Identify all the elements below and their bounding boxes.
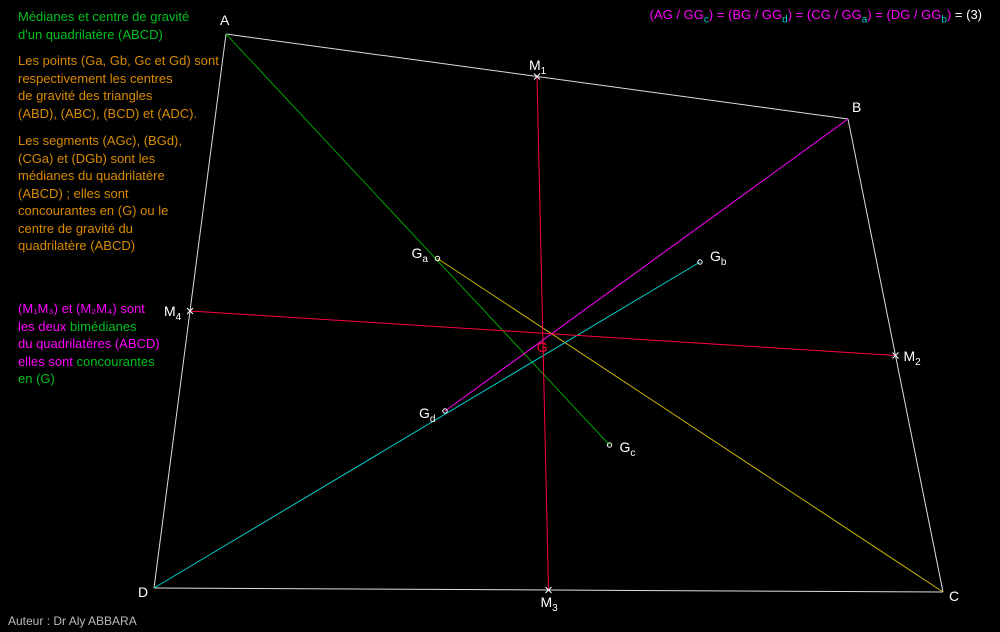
label-C: C <box>949 588 959 604</box>
label-M4: M4 <box>164 303 181 323</box>
label-B: B <box>852 99 861 115</box>
ratio-equation: (AG / GGc) = (BG / GGd) = (CG / GGa) = (… <box>650 6 982 27</box>
title-text: Médianes et centre de gravité d'un quadr… <box>18 8 189 43</box>
label-M1: M1 <box>529 57 546 77</box>
desc-block-3: (M₁M₃) et (M₂M₄) sontles deux bimédianes… <box>18 300 160 388</box>
label-Gd: Gd <box>419 405 435 425</box>
label-Gc: Gc <box>620 439 636 459</box>
label-G: G <box>537 339 548 355</box>
label-Ga: Ga <box>412 245 428 265</box>
label-Gb: Gb <box>710 248 726 268</box>
author-credit: Auteur : Dr Aly ABBARA <box>8 614 137 628</box>
label-D: D <box>138 584 148 600</box>
desc-block-2: Les segments (AGc), (BGd), (CGa) et (DGb… <box>18 132 182 255</box>
desc-block-1: Les points (Ga, Gb, Gc et Gd) sont respe… <box>18 52 219 122</box>
label-M2: M2 <box>904 348 921 368</box>
label-A: A <box>220 12 229 28</box>
label-M3: M3 <box>541 594 558 614</box>
